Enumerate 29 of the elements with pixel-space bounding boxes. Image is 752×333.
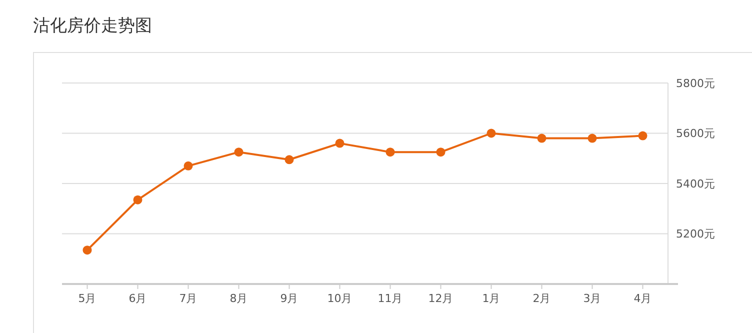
y-tick-label: 5400元 — [676, 177, 715, 190]
x-tick-label: 12月 — [428, 292, 454, 305]
x-tick-label: 3月 — [583, 292, 602, 305]
point — [284, 155, 294, 164]
x-tick-label: 10月 — [327, 292, 352, 305]
x-tick-label: 5月 — [78, 292, 96, 305]
y-tick-label: 5800元 — [676, 76, 715, 90]
point — [335, 138, 344, 148]
x-tick-label: 7月 — [179, 292, 198, 305]
x-tick-label: 8月 — [230, 292, 248, 305]
point — [638, 131, 648, 140]
chart-title: 沽化房价走势图 — [33, 16, 152, 36]
point — [486, 128, 496, 138]
x-tick-label: 6月 — [128, 292, 147, 305]
point — [184, 161, 193, 170]
x-tick-label: 11月 — [378, 292, 403, 305]
x-tick-label: 2月 — [532, 292, 551, 305]
y-tick-label: 5200元 — [676, 228, 715, 241]
point — [588, 134, 597, 143]
x-tick-label: 9月 — [280, 292, 298, 305]
point — [436, 148, 446, 157]
point — [234, 148, 244, 157]
x-tick-label: 4月 — [634, 292, 652, 305]
y-tick-label: 5600元 — [676, 127, 715, 140]
point — [133, 195, 142, 204]
point — [386, 148, 395, 157]
point — [82, 246, 92, 255]
x-tick-label: 1月 — [482, 292, 500, 305]
point — [537, 134, 546, 143]
